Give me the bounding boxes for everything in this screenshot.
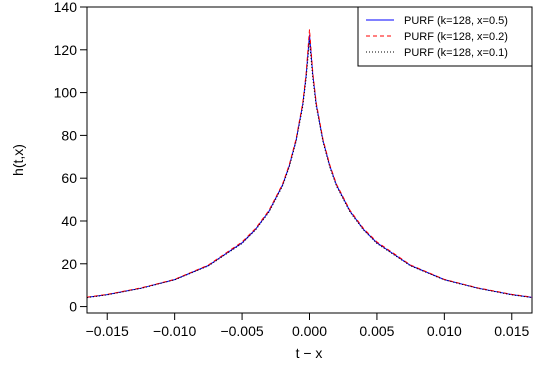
y-axis-label: h(t,x)	[10, 144, 26, 176]
series-layer	[86, 29, 533, 299]
y-tick-label: 20	[61, 256, 77, 272]
x-tick-label: 0.015	[494, 323, 529, 339]
x-axis-label: t − x	[296, 345, 323, 361]
legend-label-1: PURF (k=128, x=0.2)	[404, 31, 508, 43]
series-line-2	[86, 41, 533, 299]
x-tick-label: 0.000	[292, 323, 327, 339]
y-tick-label: 140	[54, 0, 78, 15]
y-tick-label: 100	[54, 85, 78, 101]
x-tick-label: −0.015	[86, 323, 129, 339]
series-line-1	[86, 29, 533, 298]
legend: PURF (k=128, x=0.5) PURF (k=128, x=0.2) …	[357, 6, 533, 67]
y-tick-label: 80	[61, 127, 77, 143]
y-tick-label: 60	[61, 170, 77, 186]
y-tick-label: 120	[54, 42, 78, 58]
x-tick-label: −0.010	[153, 323, 196, 339]
x-axis-ticks: −0.015 −0.010 −0.005 0.000 0.005 0.010 0.015	[86, 313, 529, 339]
x-tick-label: 0.005	[359, 323, 394, 339]
y-tick-label: 40	[61, 213, 77, 229]
y-axis-ticks: 0 20 40 60 80 100 120 140	[54, 0, 87, 315]
legend-label-0: PURF (k=128, x=0.5)	[404, 15, 508, 27]
series-line-0	[86, 34, 533, 298]
x-tick-label: 0.010	[427, 323, 462, 339]
y-tick-label: 0	[69, 299, 77, 315]
x-tick-label: −0.005	[220, 323, 263, 339]
legend-label-2: PURF (k=128, x=0.1)	[404, 47, 508, 59]
